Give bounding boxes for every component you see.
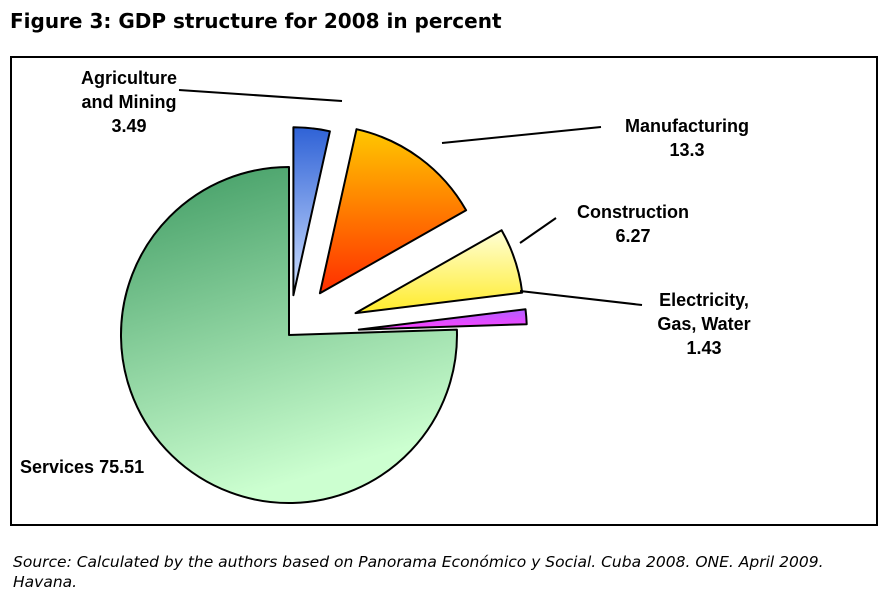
leader-line-electricity xyxy=(519,290,643,306)
slice-label-agriculture: Agriculture and Mining 3.49 xyxy=(81,68,177,136)
slice-label-electricity: Electricity, Gas, Water 1.43 xyxy=(657,290,750,358)
chart-frame: Agriculture and Mining 3.49 Manufacturing 13… xyxy=(10,56,878,526)
slice-label-construction: Construction 6.27 xyxy=(577,202,689,246)
pie-slice-manufacturing xyxy=(318,128,468,295)
pie-chart: Agriculture and Mining 3.49 Manufacturing 13… xyxy=(20,68,751,504)
leader-line-agriculture xyxy=(178,89,343,102)
pie-slice-services xyxy=(120,166,458,504)
leader-line-manufacturing xyxy=(441,126,602,144)
leader-line-construction xyxy=(519,217,557,244)
pie-slice-agriculture xyxy=(292,126,331,297)
source-note: Source: Calculated by the authors based … xyxy=(13,553,824,591)
pie-slice-construction xyxy=(354,229,524,315)
figure-title: Figure 3: GDP structure for 2008 in perc… xyxy=(10,9,502,33)
slice-label-services: Services 75.51 xyxy=(20,457,144,477)
slice-label-manufacturing: Manufacturing 13.3 xyxy=(625,116,749,160)
pie-slice-electricity xyxy=(357,308,528,331)
